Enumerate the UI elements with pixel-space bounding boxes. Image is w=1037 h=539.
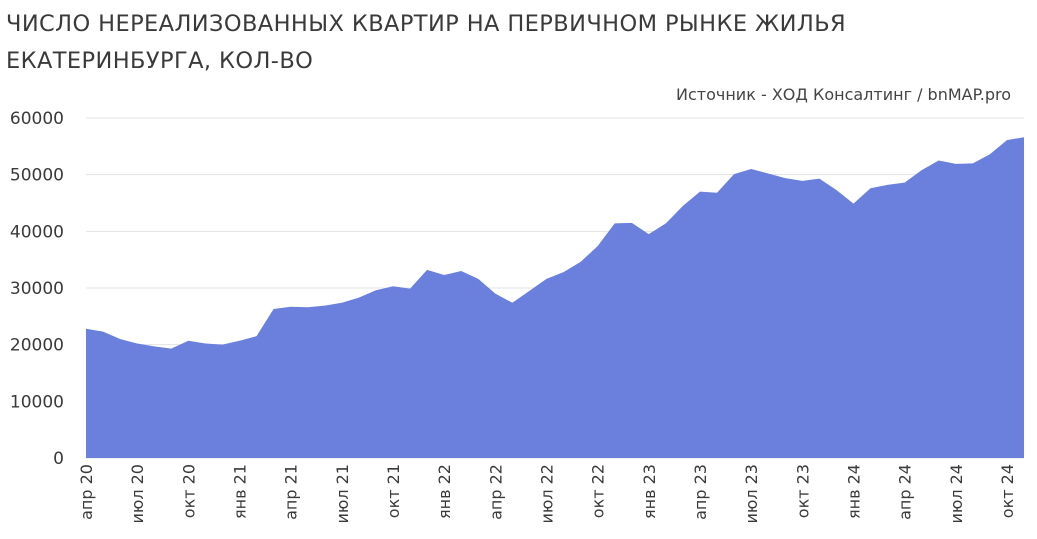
x-tick-label: апр 23 — [691, 464, 710, 520]
x-tick-label: янв 22 — [435, 464, 454, 519]
x-tick-label: июл 23 — [742, 464, 761, 524]
x-tick-label: апр 22 — [486, 464, 505, 520]
x-tick-label: окт 21 — [384, 464, 403, 518]
x-tick-label: окт 20 — [179, 464, 198, 518]
x-tick-label: апр 21 — [282, 464, 301, 520]
x-tick-label: янв 21 — [230, 464, 249, 519]
y-tick-label: 60000 — [10, 109, 64, 129]
x-tick-label: окт 22 — [589, 464, 608, 518]
x-axis: апр 20 июл 20 окт 20 янв 21 апр 21 июл 21 окт … — [77, 464, 1017, 524]
x-tick-label: июл 21 — [333, 464, 352, 524]
x-tick-label: окт 24 — [998, 464, 1017, 518]
y-tick-label: 40000 — [10, 222, 64, 242]
x-tick-label: июл 24 — [947, 464, 966, 524]
series-area-group — [86, 137, 1024, 458]
x-tick-label: янв 24 — [844, 464, 863, 519]
x-tick-label: июл 22 — [537, 464, 556, 524]
x-tick-label: апр 24 — [896, 464, 915, 520]
x-tick-label: апр 20 — [77, 464, 96, 520]
y-tick-label: 20000 — [10, 336, 64, 356]
x-tick-label: окт 23 — [793, 464, 812, 518]
y-tick-label: 10000 — [10, 392, 64, 412]
source-note: Источник - ХОД Консалтинг / bnMAP.pro — [676, 85, 1011, 104]
x-tick-label: июл 20 — [128, 464, 147, 524]
x-tick-label: янв 23 — [640, 464, 659, 519]
series-area — [86, 137, 1024, 458]
y-tick-label: 0 — [53, 449, 64, 469]
y-axis: 0 10000 20000 30000 40000 50000 60000 — [10, 109, 64, 469]
chart-title: ЧИСЛО НЕРЕАЛИЗОВАННЫХ КВАРТИР НА ПЕРВИЧН… — [6, 11, 847, 74]
y-tick-label: 50000 — [10, 166, 64, 186]
y-tick-label: 30000 — [10, 279, 64, 299]
